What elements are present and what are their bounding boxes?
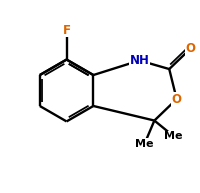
Text: Me: Me [164, 131, 182, 141]
Text: Me: Me [135, 139, 153, 149]
Text: F: F [62, 24, 70, 37]
Text: NH: NH [129, 54, 149, 67]
Text: O: O [171, 93, 181, 106]
Text: O: O [185, 42, 194, 55]
